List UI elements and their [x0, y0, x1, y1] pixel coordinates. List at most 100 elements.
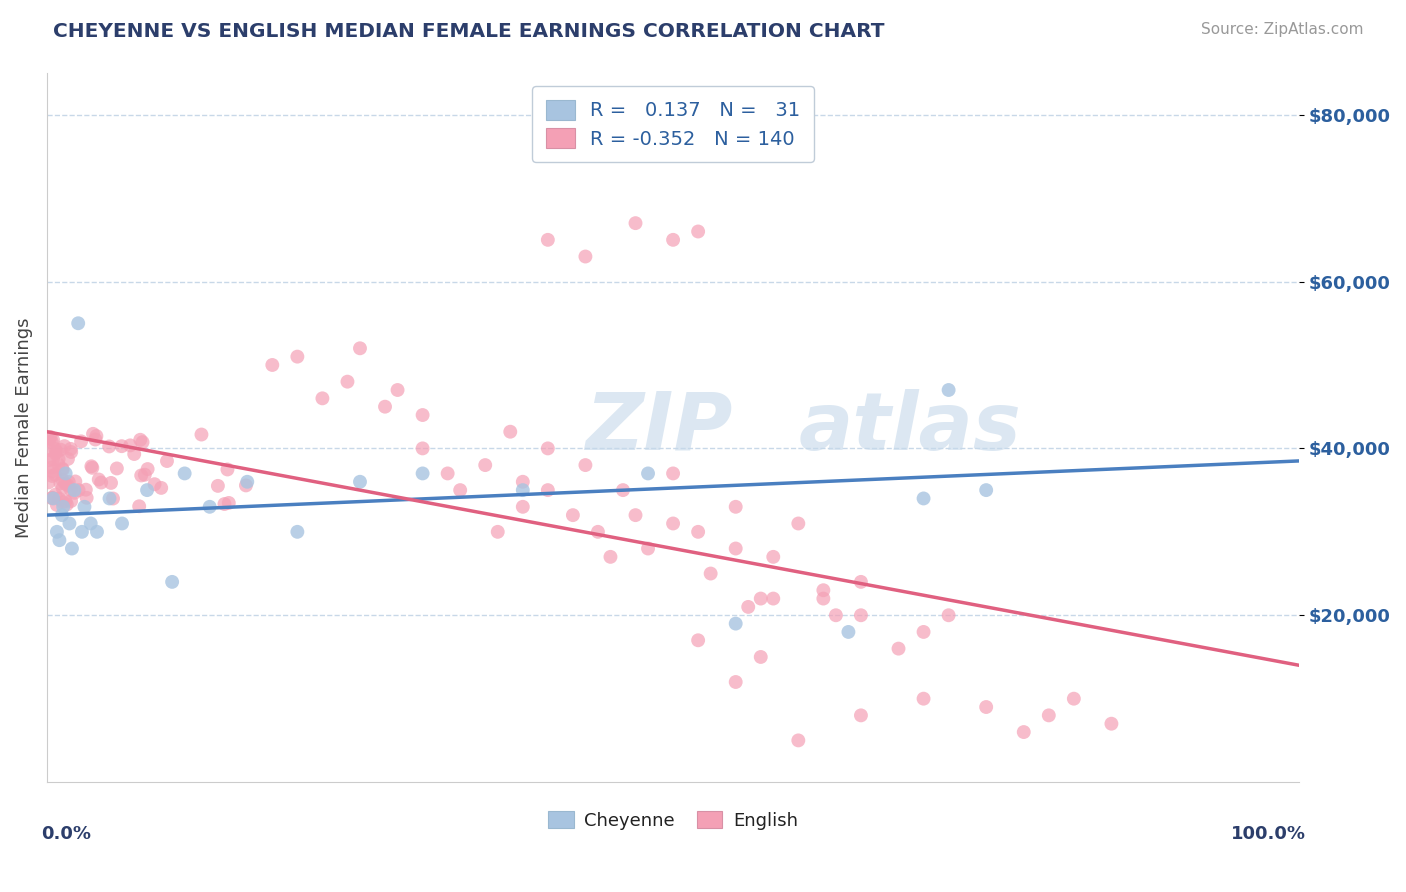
Point	[1063, 691, 1085, 706]
Point	[87, 473, 110, 487]
Point	[58, 516, 80, 531]
Point	[849, 608, 872, 623]
Point	[86, 524, 108, 539]
Point	[44, 488, 66, 502]
Point	[637, 541, 659, 556]
Point	[51, 495, 73, 509]
Legend: Cheyenne, English: Cheyenne, English	[541, 804, 806, 837]
Point	[762, 591, 785, 606]
Point	[58, 475, 80, 489]
Point	[63, 483, 86, 497]
Point	[105, 461, 128, 475]
Point	[512, 483, 534, 497]
Point	[55, 467, 77, 481]
Point	[561, 508, 583, 523]
Point	[688, 524, 710, 539]
Point	[39, 430, 62, 444]
Point	[938, 383, 960, 397]
Point	[624, 216, 647, 230]
Point	[436, 467, 458, 481]
Point	[662, 233, 685, 247]
Point	[349, 341, 371, 355]
Point	[129, 468, 152, 483]
Point	[80, 459, 103, 474]
Point	[38, 475, 60, 490]
Point	[214, 497, 236, 511]
Point	[813, 591, 835, 606]
Point	[67, 316, 90, 330]
Point	[749, 591, 772, 606]
Point	[42, 491, 65, 506]
Point	[737, 599, 759, 614]
Point	[84, 433, 107, 447]
Point	[537, 483, 560, 497]
Point	[512, 475, 534, 489]
Point	[111, 516, 134, 531]
Text: CHEYENNE VS ENGLISH MEDIAN FEMALE EARNINGS CORRELATION CHART: CHEYENNE VS ENGLISH MEDIAN FEMALE EARNIN…	[53, 22, 884, 41]
Point	[173, 467, 195, 481]
Point	[412, 467, 434, 481]
Point	[887, 641, 910, 656]
Point	[49, 476, 72, 491]
Point	[41, 491, 63, 505]
Point	[128, 500, 150, 514]
Point	[90, 475, 112, 490]
Point	[662, 467, 685, 481]
Point	[512, 500, 534, 514]
Point	[41, 464, 63, 478]
Point	[41, 460, 63, 475]
Point	[285, 524, 308, 539]
Point	[474, 458, 496, 472]
Point	[938, 608, 960, 623]
Point	[48, 458, 70, 472]
Point	[44, 446, 66, 460]
Point	[813, 583, 835, 598]
Point	[336, 375, 359, 389]
Point	[59, 483, 82, 497]
Point	[574, 458, 596, 472]
Point	[374, 400, 396, 414]
Point	[349, 475, 371, 489]
Point	[586, 524, 609, 539]
Point	[912, 691, 935, 706]
Point	[198, 500, 221, 514]
Point	[1012, 725, 1035, 739]
Point	[86, 429, 108, 443]
Point	[217, 462, 239, 476]
Point	[574, 250, 596, 264]
Point	[412, 408, 434, 422]
Point	[100, 475, 122, 490]
Point	[849, 574, 872, 589]
Point	[56, 478, 79, 492]
Point	[131, 435, 153, 450]
Point	[60, 541, 83, 556]
Point	[136, 483, 159, 497]
Point	[56, 451, 79, 466]
Point	[724, 500, 747, 514]
Point	[387, 383, 409, 397]
Point	[65, 475, 87, 489]
Point	[974, 700, 997, 714]
Point	[51, 473, 73, 487]
Point	[111, 439, 134, 453]
Point	[129, 433, 152, 447]
Point	[38, 453, 60, 467]
Point	[38, 443, 60, 458]
Point	[67, 483, 90, 497]
Point	[699, 566, 721, 581]
Point	[190, 427, 212, 442]
Point	[974, 483, 997, 497]
Point	[724, 541, 747, 556]
Point	[749, 650, 772, 665]
Point	[825, 608, 848, 623]
Point	[60, 445, 83, 459]
Text: 0.0%: 0.0%	[41, 825, 90, 843]
Point	[75, 483, 97, 497]
Point	[412, 442, 434, 456]
Point	[45, 498, 67, 512]
Point	[82, 460, 104, 475]
Point	[42, 433, 65, 447]
Point	[120, 438, 142, 452]
Point	[662, 516, 685, 531]
Point	[235, 478, 257, 492]
